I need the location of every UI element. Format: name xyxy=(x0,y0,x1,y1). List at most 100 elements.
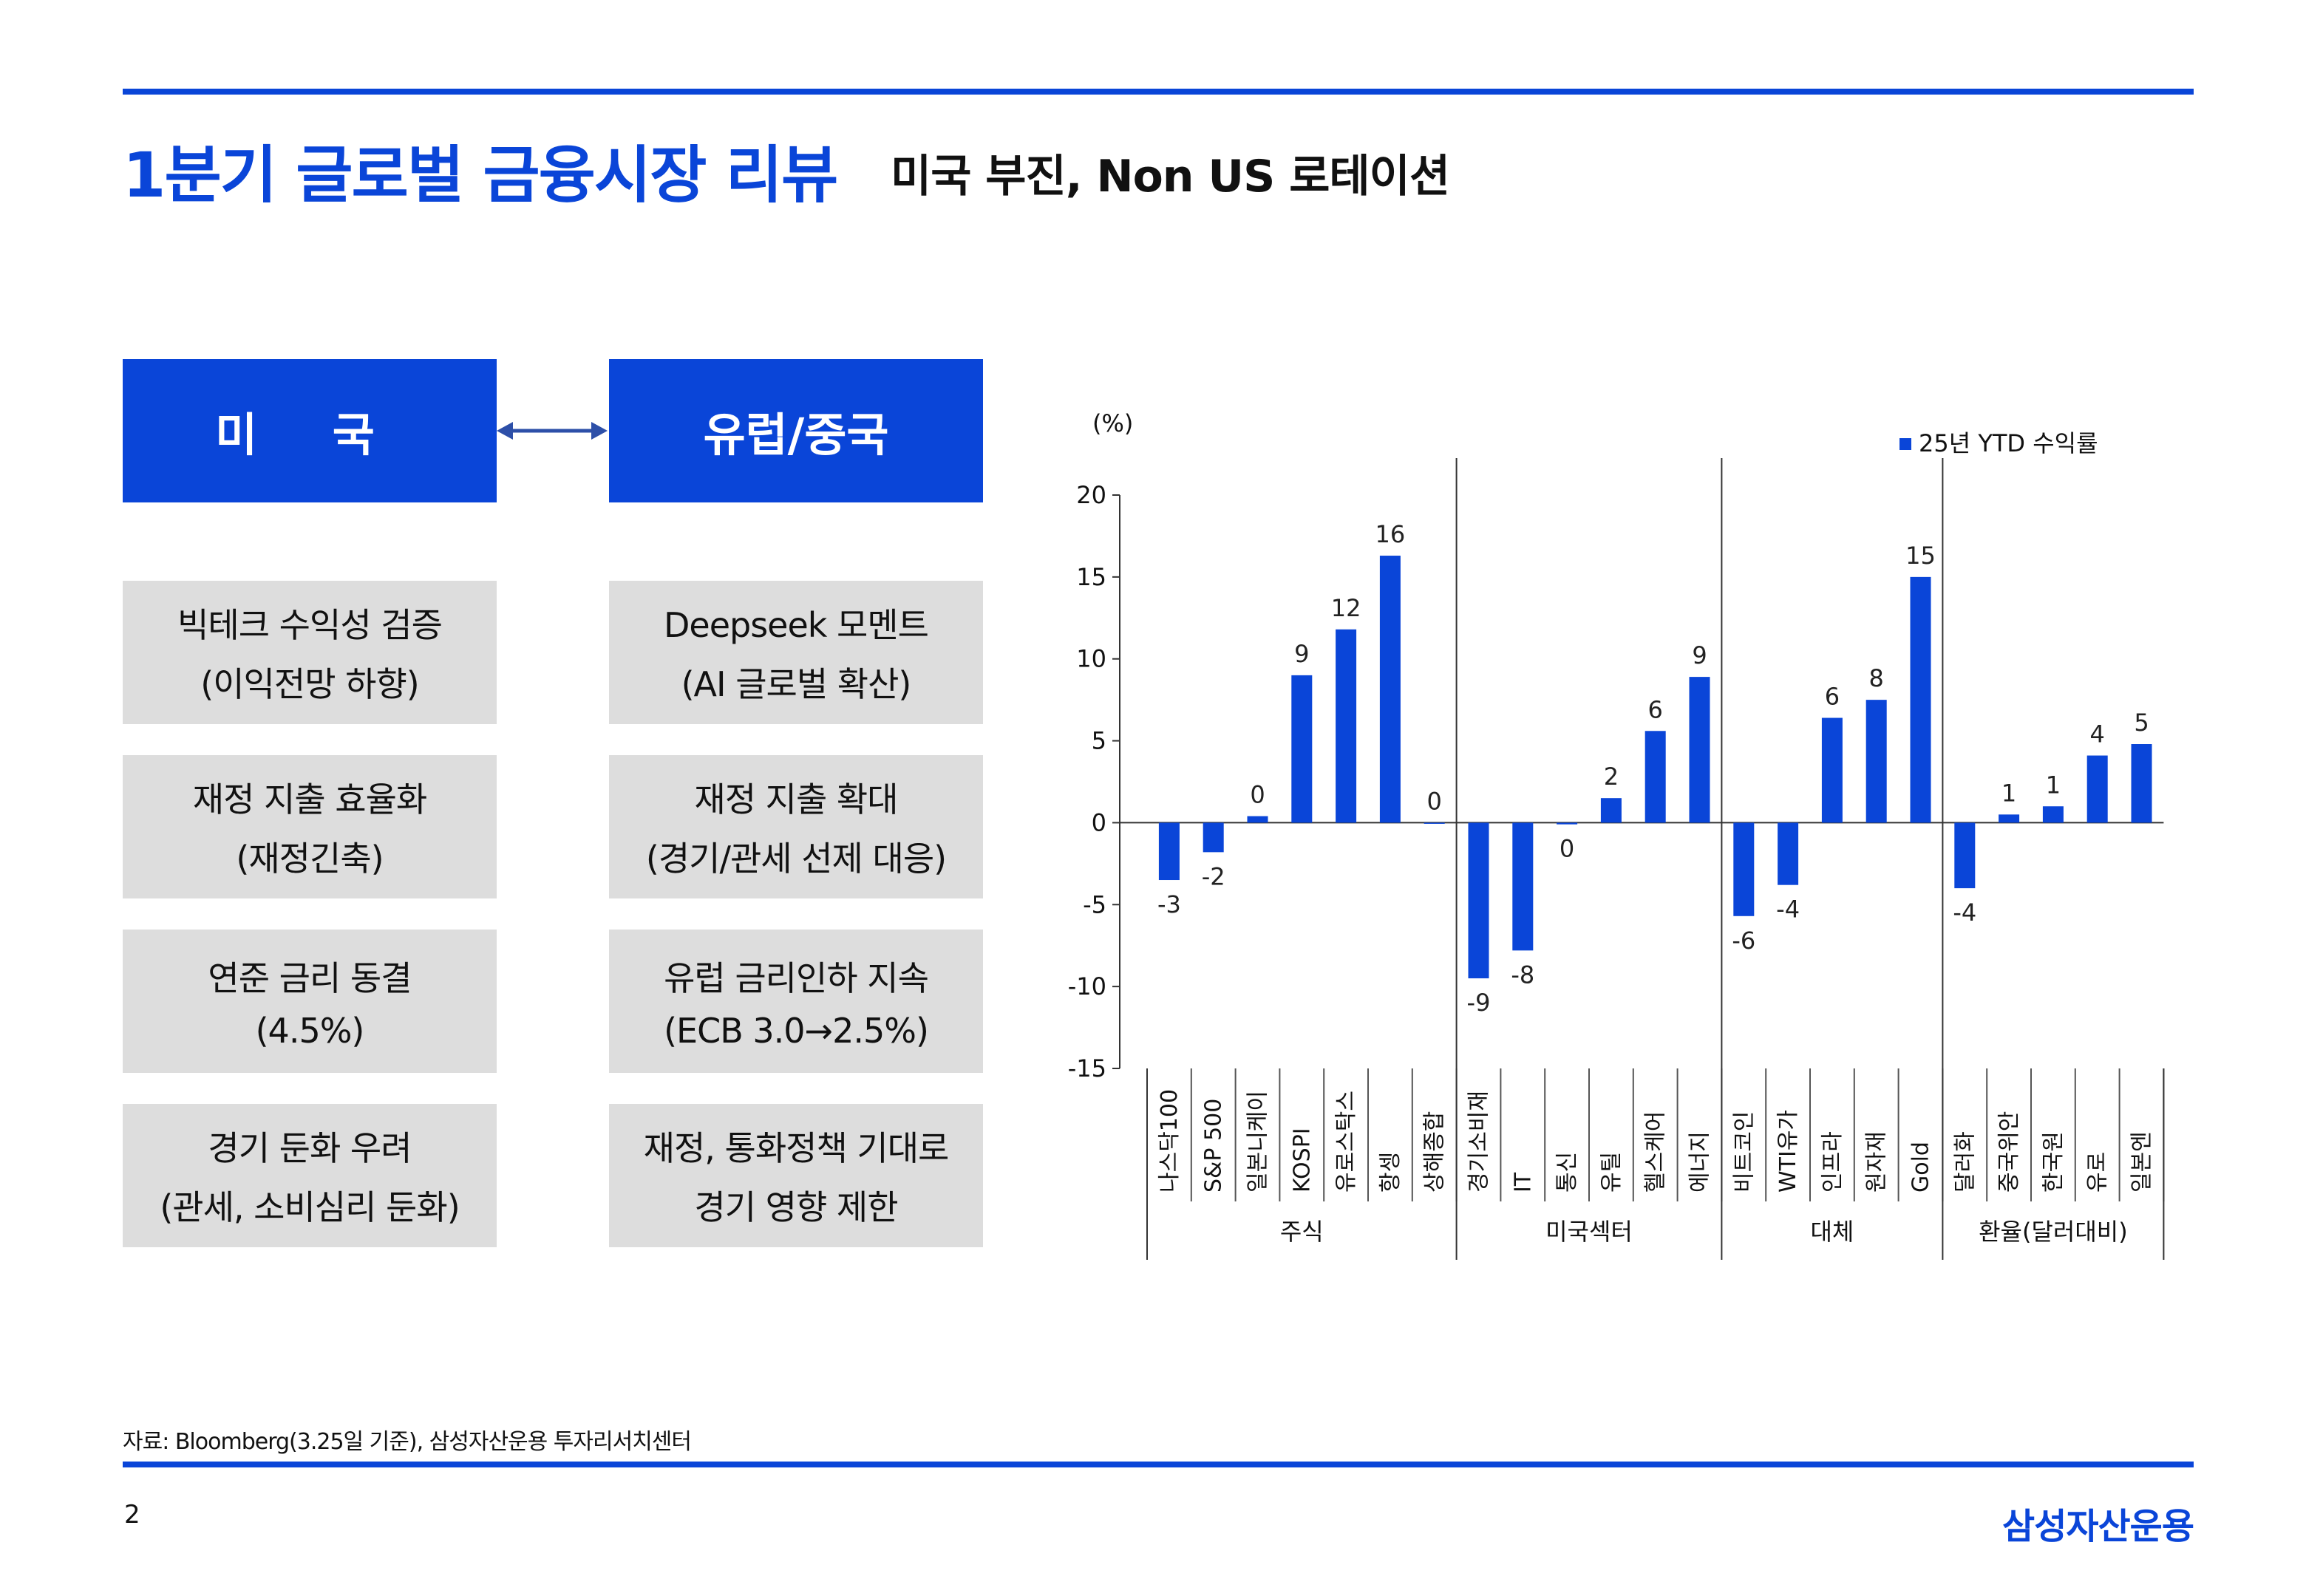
us-box-3: 연준 금리 동결 (4.5%) xyxy=(123,930,497,1073)
page-title: 1분기 글로벌 금융시장 리뷰 xyxy=(123,139,838,211)
y-tick-label: 5 xyxy=(1092,727,1106,755)
bar-원자재 xyxy=(1865,700,1887,823)
us-box-1: 빅테크 수익성 검증 (이익전망 하향) xyxy=(123,581,497,724)
eu-box-4-line1: 재정, 통화정책 기대로 xyxy=(643,1128,950,1168)
eu-box-2-line1: 재정 지출 확대 xyxy=(694,780,898,819)
data-label: 2 xyxy=(1604,763,1619,791)
bar-항셍 xyxy=(1379,556,1401,823)
bar-통신 xyxy=(1557,822,1578,825)
bar-유틸 xyxy=(1600,798,1622,823)
eu-box-3-line2: (ECB 3.0→2.5%) xyxy=(664,1011,929,1051)
unit-label: (%) xyxy=(1092,409,1133,437)
eu-box-1: Deepseek 모멘트 (AI 글로벌 확산) xyxy=(609,581,983,724)
data-label: 0 xyxy=(1250,781,1265,809)
bar-중국위안 xyxy=(1999,814,2020,823)
category-label: IT xyxy=(1510,1172,1536,1193)
bar-한국원 xyxy=(2042,806,2064,823)
eu-box-3: 유럽 금리인하 지속 (ECB 3.0→2.5%) xyxy=(609,930,983,1073)
data-label: 5 xyxy=(2134,709,2149,737)
bar-일본엔 xyxy=(2131,744,2152,823)
bar-헬스케어 xyxy=(1645,731,1666,823)
group-label: 주식 xyxy=(1280,1218,1324,1246)
data-label: 6 xyxy=(1648,695,1663,723)
data-label: 1 xyxy=(2046,771,2061,799)
category-label: 유로 xyxy=(2085,1152,2111,1193)
category-label: 상해종합 xyxy=(1422,1111,1448,1193)
data-label: -6 xyxy=(1732,927,1755,955)
bar-상해종합 xyxy=(1424,822,1445,824)
category-label: 일본니케이 xyxy=(1245,1091,1271,1193)
y-tick-label: 15 xyxy=(1076,563,1106,591)
category-label: 경기소비재 xyxy=(1466,1091,1492,1193)
y-tick-label: 10 xyxy=(1076,645,1106,673)
eu-box-4-line2: 경기 영향 제한 xyxy=(694,1187,898,1227)
data-label: -4 xyxy=(1953,898,1976,927)
category-label: Gold xyxy=(1908,1142,1934,1193)
bar-달러화 xyxy=(1954,822,1976,889)
bar-비트코인 xyxy=(1733,822,1755,916)
category-label: 통신 xyxy=(1554,1152,1580,1193)
brand-logo-text: 삼성자산운용 xyxy=(2002,1506,2194,1547)
eu-box-4: 재정, 통화정책 기대로 경기 영향 제한 xyxy=(609,1104,983,1247)
bar-나스닥100 xyxy=(1158,822,1180,881)
us-box-3-line2: (4.5%) xyxy=(255,1011,365,1051)
bar-S&P 500 xyxy=(1203,822,1224,853)
data-label: 9 xyxy=(1294,640,1309,668)
source-note: 자료: Bloomberg(3.25일 기준), 삼성자산운용 투자리서치센터 xyxy=(123,1429,692,1455)
data-label: 1 xyxy=(2001,779,2016,807)
category-label: 중국위안 xyxy=(1996,1111,2022,1193)
bar-유로 xyxy=(2086,755,2108,823)
y-tick-label: -5 xyxy=(1083,890,1106,918)
bar-인프라 xyxy=(1821,717,1843,823)
group-label: 대체 xyxy=(1810,1218,1854,1246)
us-box-2-line1: 재정 지출 효율화 xyxy=(192,780,427,819)
bar-경기소비재 xyxy=(1468,822,1489,979)
data-label: -9 xyxy=(1467,989,1491,1017)
legend-swatch xyxy=(1899,438,1911,450)
category-label: 유로스탁스 xyxy=(1333,1091,1359,1193)
us-box-2-line2: (재정긴축) xyxy=(236,839,384,879)
category-label: 비트코인 xyxy=(1731,1111,1757,1193)
category-label: S&P 500 xyxy=(1201,1099,1227,1193)
bar-WTI유가 xyxy=(1778,822,1799,885)
bar-KOSPI xyxy=(1291,675,1313,823)
data-label: 15 xyxy=(1905,542,1936,570)
us-box-4-line2: (관세, 소비심리 둔화) xyxy=(160,1187,460,1227)
bottom-rule xyxy=(123,1462,2194,1467)
y-tick-label: -10 xyxy=(1068,972,1106,1000)
top-rule xyxy=(123,89,2194,95)
bar-Gold xyxy=(1910,576,1931,823)
bar-유로스탁스 xyxy=(1336,629,1357,823)
y-tick-label: 0 xyxy=(1092,808,1106,836)
category-label: 인프라 xyxy=(1820,1131,1846,1193)
data-label: 12 xyxy=(1331,594,1361,622)
us-box-1-line2: (이익전망 하향) xyxy=(200,664,419,704)
category-label: 일본엔 xyxy=(2129,1131,2155,1193)
category-label: 에너지 xyxy=(1687,1131,1713,1193)
data-label: 0 xyxy=(1560,835,1574,863)
eu-box-1-line2: (AI 글로벌 확산) xyxy=(681,664,912,704)
us-box-4-line1: 경기 둔화 우려 xyxy=(208,1128,412,1168)
y-tick-label: -15 xyxy=(1068,1054,1106,1082)
data-label: -2 xyxy=(1202,862,1225,890)
data-label: 16 xyxy=(1375,520,1406,548)
page-number: 2 xyxy=(124,1500,140,1530)
data-label: -8 xyxy=(1511,961,1534,989)
category-label: 항셍 xyxy=(1378,1152,1404,1193)
category-label: 헬스케어 xyxy=(1643,1111,1669,1193)
data-label: 4 xyxy=(2090,720,2105,748)
category-label: 유틸 xyxy=(1599,1152,1625,1193)
y-tick-label: 20 xyxy=(1076,481,1106,509)
data-label: 6 xyxy=(1825,683,1840,711)
page-subtitle: 미국 부진, Non US 로테이션 xyxy=(891,151,1450,202)
bar-일본니케이 xyxy=(1247,816,1268,823)
category-label: 한국원 xyxy=(2041,1131,2067,1193)
data-label: 8 xyxy=(1869,664,1884,692)
us-box-2: 재정 지출 효율화 (재정긴축) xyxy=(123,755,497,898)
eu-box-1-line1: Deepseek 모멘트 xyxy=(663,605,929,645)
double-arrow-icon xyxy=(497,422,608,440)
category-label: KOSPI xyxy=(1289,1128,1315,1193)
eu-box-3-line1: 유럽 금리인하 지속 xyxy=(664,958,929,998)
us-box-1-line1: 빅테크 수익성 검증 xyxy=(177,605,443,645)
legend-label: 25년 YTD 수익률 xyxy=(1919,429,2098,457)
